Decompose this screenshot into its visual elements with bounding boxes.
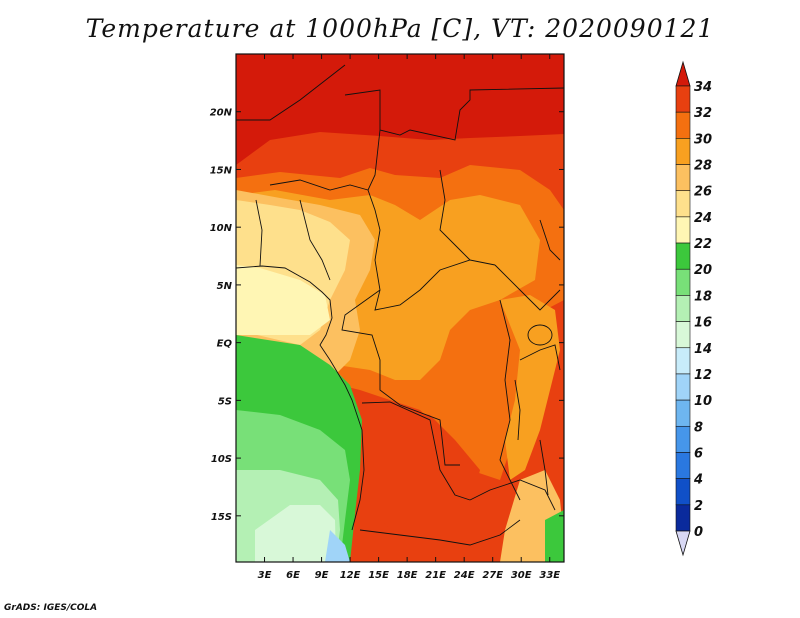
colorbar-box xyxy=(675,399,691,427)
colorbar-box xyxy=(675,347,691,375)
colorbar-label: 16 xyxy=(694,316,712,331)
map-frame xyxy=(235,53,565,563)
coastline-west xyxy=(236,265,365,531)
y-tick-label: 10S xyxy=(211,454,232,465)
colorbar-arrow-bottom xyxy=(675,530,691,557)
x-tick-label: 24E xyxy=(454,570,475,581)
colorbar-box xyxy=(675,452,691,479)
country-borders xyxy=(236,64,564,546)
x-tick-label: 30E xyxy=(511,570,532,581)
x-tick-label: 6E xyxy=(286,570,300,581)
colorbar-label: 4 xyxy=(693,473,703,488)
colorbar-box xyxy=(675,216,691,244)
x-tick-label: 12E xyxy=(340,570,361,581)
colorbar-arrow-top xyxy=(675,60,691,87)
x-tick-label: 3E xyxy=(258,570,272,581)
colorbar-label: 6 xyxy=(694,446,703,461)
x-tick-label: 33E xyxy=(539,570,560,581)
border-south-sudan xyxy=(494,264,561,311)
border-chad-sudan xyxy=(439,169,471,261)
y-tick-label: 15N xyxy=(210,165,233,176)
colorbar-label: 30 xyxy=(694,132,712,147)
colorbar-label: 2 xyxy=(694,499,703,514)
y-tick-label: 20N xyxy=(210,108,233,119)
colorbar-box xyxy=(675,268,691,296)
colorbar-label: 22 xyxy=(694,237,712,252)
colorbar-box xyxy=(675,321,691,349)
lake-tanganyika-outline xyxy=(514,379,521,441)
border-south xyxy=(359,519,521,546)
border-nigeria-cameroon xyxy=(299,199,331,281)
border-zambia xyxy=(469,479,556,511)
colorbar-label: 18 xyxy=(694,289,712,304)
lakes xyxy=(514,324,553,496)
colorbar-label: 24 xyxy=(694,211,712,226)
border-east-drc xyxy=(499,299,521,501)
border-northwest xyxy=(236,64,346,121)
colorbar-label: 0 xyxy=(694,525,703,540)
colorbar-label: 32 xyxy=(694,106,712,121)
colorbar-label: 28 xyxy=(694,159,712,174)
border-benin xyxy=(255,199,263,267)
colorbar-label: 20 xyxy=(694,263,712,278)
y-tick-label: 5S xyxy=(218,396,232,407)
map-title: Temperature at 1000hPa [C], VT: 20200901… xyxy=(85,14,715,43)
colorbar-box xyxy=(675,111,691,139)
colorbar-box xyxy=(675,504,691,532)
colorbar-box xyxy=(675,190,691,218)
colorbar-box xyxy=(675,295,691,322)
x-tick-label: 9E xyxy=(315,570,329,581)
grads-credit: GrADS: IGES/COLA xyxy=(4,603,98,613)
field-28-east xyxy=(500,295,560,480)
colorbar-label: 34 xyxy=(694,80,712,95)
x-tick-label: 15E xyxy=(368,570,389,581)
colorbar-label: 12 xyxy=(694,368,712,383)
x-tick-label: 27E xyxy=(482,570,503,581)
lake-victoria-outline xyxy=(527,324,553,346)
y-tick-label: EQ xyxy=(217,339,233,350)
border-angola xyxy=(361,401,471,501)
colorbar-box xyxy=(675,478,691,506)
field-14 xyxy=(255,505,336,562)
colorbar-box xyxy=(675,85,691,113)
colorbar-box xyxy=(675,164,691,192)
border-ethiopia xyxy=(539,219,561,261)
field-22 xyxy=(236,265,330,335)
y-tick-label: 5N xyxy=(217,281,233,292)
field-12 xyxy=(325,530,350,562)
border-nigeria-niger xyxy=(269,179,369,191)
temperature-field xyxy=(236,54,564,562)
colorbar-label: 8 xyxy=(694,420,703,435)
x-tick-label: 18E xyxy=(397,570,418,581)
x-axis-ticks: 3E 6E 9E 12E 15E 18E 21E 24E 27E 30E 33E xyxy=(258,54,560,581)
border-north xyxy=(344,87,564,141)
field-20-southeast xyxy=(545,510,564,562)
colorbar-label: 26 xyxy=(694,185,712,200)
colorbar-label: 10 xyxy=(694,394,712,409)
y-tick-label: 15S xyxy=(211,512,232,523)
colorbar-box xyxy=(675,425,691,453)
field-32-south xyxy=(370,410,480,545)
border-lake-victoria xyxy=(519,344,561,371)
colorbar-box xyxy=(675,373,691,401)
colorbar-box xyxy=(675,138,691,165)
lake-malawi-outline xyxy=(539,439,549,496)
border-congo xyxy=(341,289,460,466)
y-tick-label: 10N xyxy=(210,223,233,234)
colorbar-box xyxy=(675,242,691,270)
x-tick-label: 21E xyxy=(425,570,446,581)
y-axis-ticks: 20N 15N 10N 5N EQ 5S 10S 15S xyxy=(210,108,564,523)
colorbar-label: 14 xyxy=(694,342,712,357)
